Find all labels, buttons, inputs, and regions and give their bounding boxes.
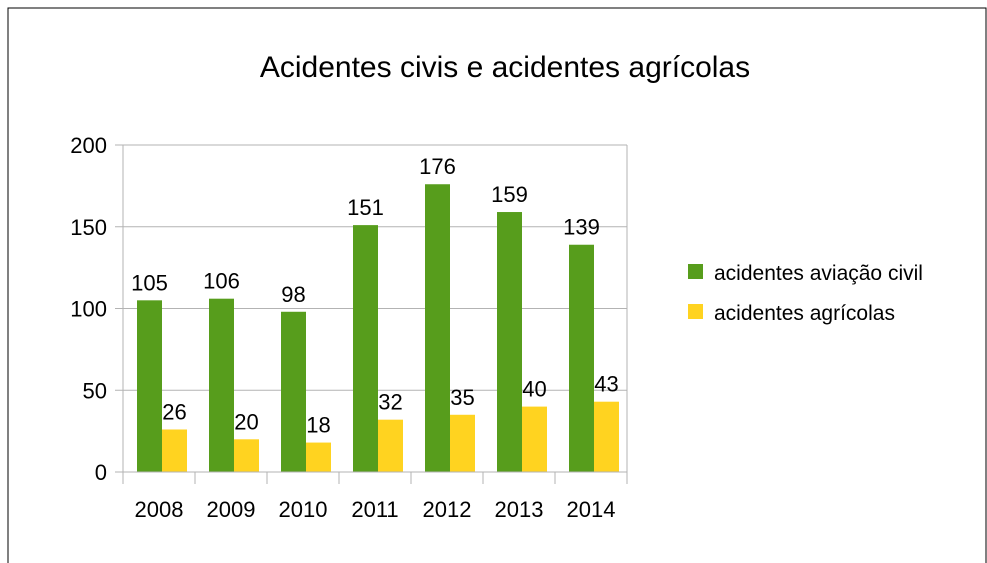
bar-aviacao-civil	[425, 184, 450, 473]
data-label: 40	[522, 377, 546, 402]
data-label: 32	[378, 390, 402, 415]
bar-agricolas	[162, 429, 187, 472]
x-tick-label: 2010	[279, 497, 328, 522]
bar-aviacao-civil	[353, 225, 378, 472]
bar-aviacao-civil	[281, 311, 306, 472]
data-label: 35	[450, 385, 474, 410]
axes: 0 50 100 150 200 2008 2009 2010 2011 2012 2013 2014	[70, 133, 628, 522]
data-label: 105	[131, 270, 168, 295]
x-tick-label: 2008	[135, 497, 184, 522]
data-label: 139	[563, 215, 600, 240]
y-tick-label: 200	[70, 133, 107, 158]
bars	[137, 184, 619, 473]
data-label: 151	[347, 195, 384, 220]
x-tick-label: 2011	[351, 497, 398, 522]
data-label: 159	[491, 182, 528, 207]
data-label: 176	[419, 154, 456, 179]
legend-swatch-agricolas	[688, 304, 703, 319]
legend-label-aviacao-civil: acidentes aviação civil	[714, 262, 923, 285]
legend: acidentes aviação civil acidentes agrícol…	[688, 262, 923, 325]
x-tick-label: 2009	[207, 497, 256, 522]
bar-aviacao-civil	[569, 244, 594, 472]
data-label: 106	[203, 269, 240, 294]
data-label: 43	[594, 372, 618, 397]
y-tick-label: 0	[95, 460, 107, 485]
data-label: 26	[162, 399, 186, 424]
bar-agricolas	[450, 414, 475, 472]
bar-agricolas	[522, 406, 547, 472]
bar-agricolas	[234, 439, 259, 472]
data-label: 20	[234, 409, 258, 434]
y-tick-label: 100	[70, 297, 107, 322]
legend-swatch-aviacao-civil	[688, 264, 703, 279]
bar-aviacao-civil	[137, 300, 162, 472]
y-tick-label: 50	[83, 378, 107, 403]
bar-agricolas	[378, 419, 403, 472]
x-tick-label: 2013	[495, 497, 544, 522]
bar-aviacao-civil	[497, 212, 522, 472]
data-labels: 105 26 106 20 98 18 151 32 176 35 159 40 139 43	[131, 154, 619, 437]
legend-label-agricolas: acidentes agrícolas	[714, 302, 895, 325]
bar-agricolas	[594, 401, 619, 472]
y-tick-label: 150	[70, 215, 107, 240]
data-label: 18	[306, 413, 330, 438]
chart-title: Acidentes civis e acidentes agrícolas	[260, 51, 750, 84]
data-label: 98	[281, 282, 305, 307]
bar-agricolas	[306, 442, 331, 472]
x-tick-label: 2014	[567, 497, 616, 522]
x-tick-label: 2012	[423, 497, 472, 522]
bar-aviacao-civil	[209, 298, 234, 472]
